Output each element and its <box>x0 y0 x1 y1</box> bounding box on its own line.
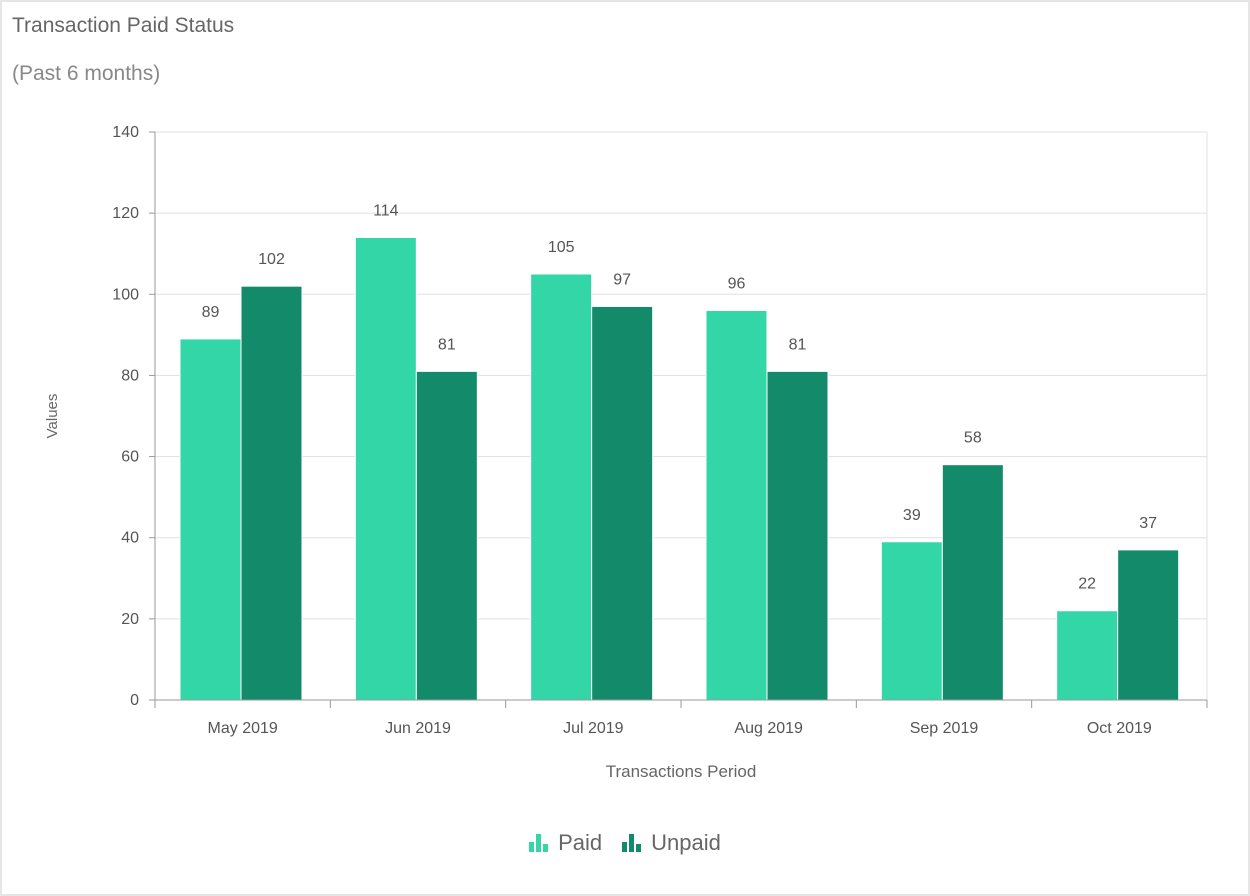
bar-unpaid <box>766 370 829 701</box>
data-label: 22 <box>1078 576 1096 593</box>
x-tick-label: Aug 2019 <box>734 720 803 737</box>
bar-paid <box>179 338 242 701</box>
data-label: 114 <box>373 202 399 219</box>
data-label: 81 <box>438 336 456 353</box>
y-tick-label: 100 <box>112 286 139 303</box>
y-axis-label: Values <box>44 394 61 439</box>
bar-unpaid <box>591 305 654 701</box>
bar-chart-icon <box>529 834 549 852</box>
legend-item-paid[interactable]: Paid <box>529 830 602 856</box>
data-label: 89 <box>202 304 220 321</box>
bar-unpaid <box>1117 549 1180 701</box>
data-label: 97 <box>613 271 631 288</box>
data-label: 96 <box>728 276 746 293</box>
legend-label: Paid <box>558 830 603 855</box>
x-axis-label: Transactions Period <box>606 762 757 781</box>
data-label: 105 <box>548 239 575 256</box>
data-label: 81 <box>789 336 807 353</box>
legend-label: Unpaid <box>651 830 721 855</box>
x-tick-label: Sep 2019 <box>910 720 979 737</box>
y-tick-label: 120 <box>112 205 139 222</box>
legend: Paid Unpaid <box>0 830 1250 856</box>
y-tick-label: 140 <box>112 124 139 141</box>
bar-paid <box>880 541 943 701</box>
bar-paid <box>530 273 593 701</box>
bar-unpaid <box>415 370 478 701</box>
data-label: 39 <box>903 507 921 524</box>
bar-paid <box>354 236 417 701</box>
y-tick-label: 60 <box>121 449 139 466</box>
data-label: 102 <box>258 251 285 268</box>
bar-unpaid <box>941 464 1004 701</box>
x-tick-label: Jul 2019 <box>563 720 624 737</box>
bar-paid <box>1056 610 1119 701</box>
y-tick-label: 80 <box>121 367 139 384</box>
bar-unpaid <box>240 285 303 701</box>
chart-subtitle: (Past 6 months) <box>12 62 161 85</box>
y-tick-label: 20 <box>121 611 139 628</box>
data-label: 58 <box>964 430 982 447</box>
x-tick-label: Jun 2019 <box>385 720 451 737</box>
y-tick-label: 40 <box>121 530 139 547</box>
y-tick-label: 0 <box>130 692 139 709</box>
chart-title: Transaction Paid Status <box>12 14 235 37</box>
bar-paid <box>705 310 768 701</box>
bar-chart-icon <box>622 834 642 852</box>
x-tick-label: May 2019 <box>208 720 278 737</box>
x-tick-label: Oct 2019 <box>1087 720 1152 737</box>
legend-item-unpaid[interactable]: Unpaid <box>622 830 721 856</box>
data-label: 37 <box>1139 515 1157 532</box>
